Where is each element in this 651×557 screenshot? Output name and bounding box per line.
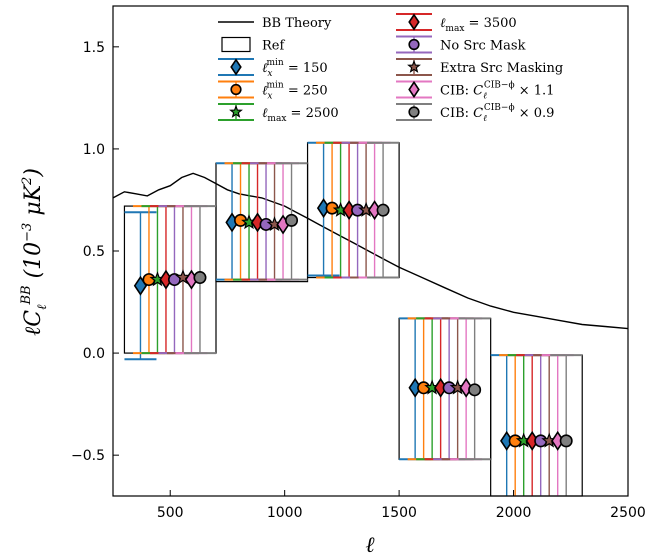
x-tick-label-0: 500 bbox=[157, 505, 184, 521]
legend-marker-9 bbox=[408, 106, 420, 118]
legend-entry-3: ℓxmin = 250 bbox=[218, 80, 328, 102]
point-7-3 bbox=[468, 383, 482, 397]
ref-box-4 bbox=[490, 354, 583, 497]
legend-label-6: No Src Mask bbox=[440, 39, 526, 54]
legend-entry-0: BB Theory bbox=[218, 16, 332, 31]
legend-marker-4 bbox=[229, 104, 243, 118]
x-axis: 500 1000 1500 2000 2500 bbox=[157, 490, 646, 521]
y-tick-label-1: 0.0 bbox=[83, 346, 105, 362]
x-tick-label-1: 1000 bbox=[267, 505, 303, 521]
plot-frame bbox=[112, 5, 629, 497]
y-tick-label-0: −0.5 bbox=[71, 448, 105, 464]
legend-label-1: Ref bbox=[262, 39, 285, 54]
y-axis: −0.5 0.0 0.5 1.0 1.5 bbox=[71, 40, 119, 464]
theory-layer bbox=[112, 172, 629, 330]
legend-label-7: Extra Src Masking bbox=[440, 61, 563, 76]
legend-entry-2: ℓxmin = 150 bbox=[218, 58, 328, 79]
legend-entry-4: ℓmax = 2500 bbox=[218, 103, 339, 124]
legend-entry-6: No Src Mask bbox=[396, 35, 526, 54]
legend-label-8: CIB: CℓCIB−ϕ × 1.1 bbox=[440, 81, 554, 102]
y-axis-label: ℓCℓBB (10−3 μK2) bbox=[19, 168, 50, 336]
point-7-2 bbox=[376, 203, 390, 217]
point-7-1 bbox=[285, 213, 299, 227]
point-7-0 bbox=[193, 271, 207, 285]
legend-label-0: BB Theory bbox=[262, 16, 332, 31]
bb-theory-line bbox=[112, 172, 629, 330]
legend-marker-8 bbox=[408, 80, 420, 99]
point-7-4 bbox=[559, 434, 573, 448]
legend-entry-9: CIB: CℓCIB−ϕ × 0.9 bbox=[396, 103, 554, 124]
data-markers bbox=[133, 198, 573, 451]
legend-marker-7 bbox=[407, 59, 421, 73]
legend-marker-6 bbox=[408, 38, 420, 51]
legend-entry-1: Ref bbox=[221, 36, 285, 54]
legend-entry-7: Extra Src Masking bbox=[396, 58, 563, 76]
y-tick-label-3: 1.0 bbox=[83, 142, 105, 158]
y-tick-label-2: 0.5 bbox=[83, 244, 105, 260]
legend-label-5: ℓmax = 3500 bbox=[440, 16, 517, 34]
legend-entry-8: CIB: CℓCIB−ϕ × 1.1 bbox=[396, 80, 554, 102]
legend-swatch-ref bbox=[221, 36, 251, 53]
x-axis-label: ℓ bbox=[365, 533, 375, 557]
x-tick-label-3: 2000 bbox=[496, 505, 532, 521]
legend-label-4: ℓmax = 2500 bbox=[262, 106, 339, 124]
x-tick-label-4: 2500 bbox=[610, 505, 646, 521]
legend-label-2: ℓxmin = 150 bbox=[262, 58, 328, 79]
y-tick-label-4: 1.5 bbox=[83, 40, 105, 56]
legend-label-3: ℓxmin = 250 bbox=[262, 81, 328, 102]
legend-marker-2 bbox=[230, 58, 242, 76]
legend-marker-5 bbox=[408, 13, 420, 31]
point-6-3 bbox=[459, 377, 473, 398]
x-tick-label-2: 1500 bbox=[381, 505, 417, 521]
legend-label-9: CIB: CℓCIB−ϕ × 0.9 bbox=[440, 103, 554, 124]
legend-entry-5: ℓmax = 3500 bbox=[396, 13, 517, 34]
legend-marker-3 bbox=[230, 83, 242, 96]
error-bars bbox=[124, 141, 583, 496]
